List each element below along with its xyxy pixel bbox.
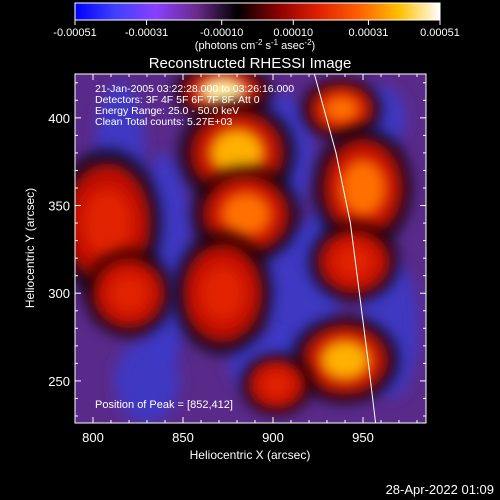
annotation-line: 21-Jan-2005 03:22:28.000 to 03:26:16.000 — [95, 83, 294, 95]
y-tick-label: 300 — [48, 286, 70, 301]
y-axis: 250 300 350 400 — [48, 82, 426, 417]
colorbar-tick-label: 0.00031 — [349, 27, 389, 39]
hot-region-core — [259, 369, 294, 400]
hot-region-core — [321, 94, 361, 124]
plot-frame — [74, 73, 427, 424]
colorbar-tick-label: 0.00051 — [420, 27, 460, 39]
hot-region-core — [220, 191, 272, 238]
chart-title: Reconstructed RHESSI Image — [149, 55, 352, 72]
hot-region-core — [319, 338, 371, 381]
annotation-line: Detectors: 3F 4F 5F 6F 7F 8F, Att 0 — [95, 94, 260, 106]
colorbar — [74, 2, 441, 21]
y-tick-label: 350 — [48, 199, 70, 214]
colorbar-ticks: -0.00051 -0.00031 -0.00010 0.00010 0.00031 0.… — [53, 20, 460, 39]
plot-area — [75, 74, 426, 423]
x-tick-label: 850 — [172, 430, 194, 445]
hot-regions — [75, 74, 413, 416]
hot-region-core — [332, 242, 376, 281]
annotations: 21-Jan-2005 03:22:28.000 to 03:26:16.000… — [95, 83, 294, 128]
colorbar-tick-label: -0.00051 — [53, 27, 96, 39]
hot-region-core — [81, 187, 134, 259]
annotation-line: Clean Total counts: 5.27E+03 — [95, 116, 232, 128]
colorbar-tick-label: -0.00031 — [125, 27, 168, 39]
solar-limb-curve — [313, 74, 377, 423]
colorbar-unit-label: (photons cm-2 s-1 asec-2) — [195, 38, 315, 52]
hot-region-core — [198, 76, 247, 107]
colorbar-tick-label: -0.00010 — [200, 27, 243, 39]
x-tick-label: 900 — [262, 430, 284, 445]
peak-position-label: Position of Peak = [852,412] — [95, 399, 233, 411]
x-axis-label: Heliocentric X (arcsec) — [190, 448, 311, 462]
footer-timestamp: 28-Apr-2022 01:09 — [386, 482, 494, 497]
annotation-line: Energy Range: 25.0 - 50.0 keV — [95, 105, 239, 117]
hot-region-core — [107, 272, 151, 315]
cool-region — [114, 338, 180, 423]
hot-region-core — [198, 263, 247, 323]
y-axis-label: Heliocentric Y (arcsec) — [23, 188, 37, 308]
x-tick-label: 950 — [352, 430, 374, 445]
colorbar-tick-label: 0.00010 — [273, 27, 313, 39]
hot-region-core — [208, 127, 266, 179]
x-axis: 800 850 900 950 — [82, 74, 418, 445]
y-tick-label: 250 — [48, 374, 70, 389]
x-tick-label: 800 — [82, 430, 104, 445]
hot-region-core — [339, 158, 387, 218]
y-tick-label: 400 — [48, 111, 70, 126]
